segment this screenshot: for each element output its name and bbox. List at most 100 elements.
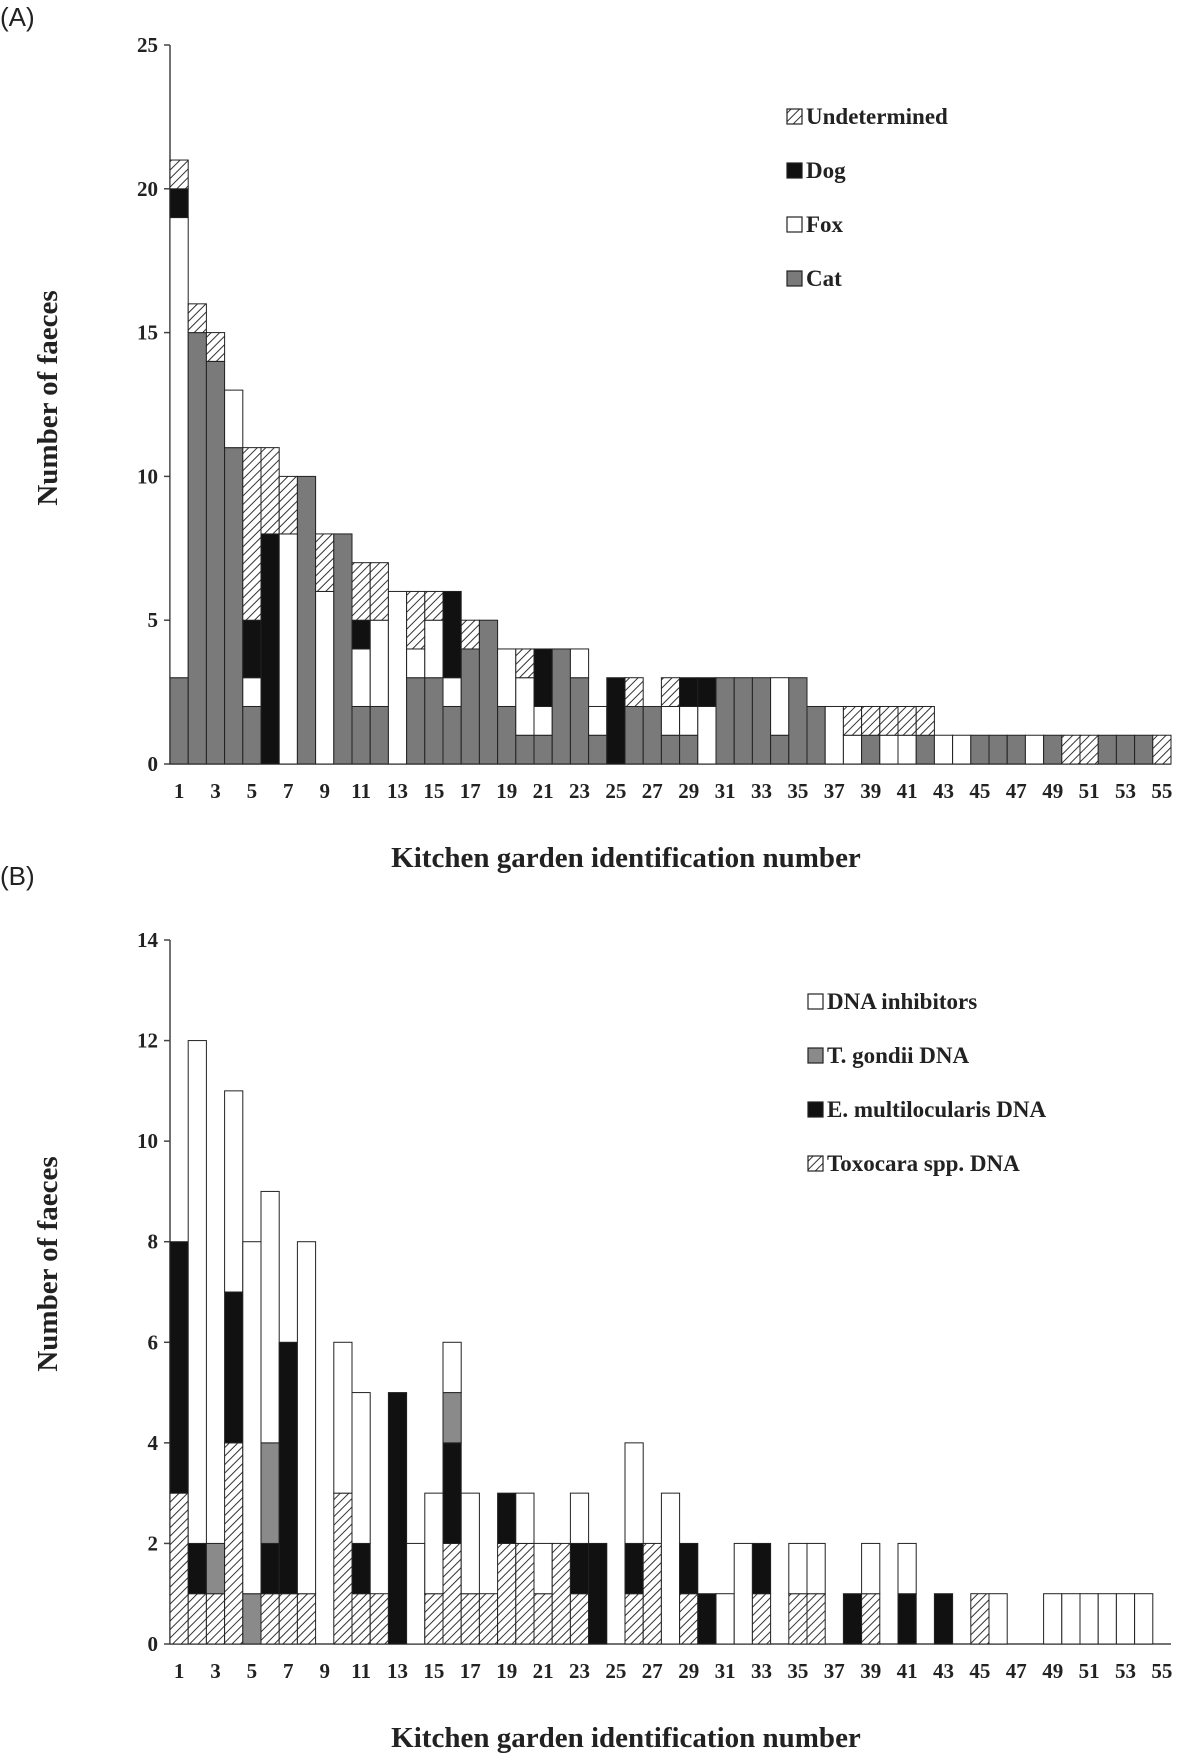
legend-label: E. multilocularis DNA xyxy=(827,1097,1047,1122)
x-tick-label: 9 xyxy=(319,779,330,803)
panel-a-xlabel: Kitchen garden identification number xyxy=(391,842,861,874)
bar-segment xyxy=(861,705,881,736)
bar-segment xyxy=(442,590,462,679)
bar-segment xyxy=(624,677,644,707)
bar-segment xyxy=(260,1593,280,1645)
bar-segment xyxy=(806,705,826,765)
bar-segment xyxy=(169,677,189,765)
legend-label: Fox xyxy=(806,212,844,237)
bar-segment xyxy=(242,677,262,707)
bar-segment xyxy=(242,1241,262,1595)
bar-segment xyxy=(169,159,189,190)
bar-segment xyxy=(842,734,863,765)
x-tick-label: 41 xyxy=(897,1659,918,1683)
bar-segment xyxy=(970,1593,990,1645)
legend-swatch xyxy=(807,1101,824,1118)
bar-segment xyxy=(260,1442,280,1544)
x-tick-label: 55 xyxy=(1151,1659,1172,1683)
bar-segment xyxy=(970,734,990,765)
bar-segment xyxy=(442,1442,462,1544)
bar-segment xyxy=(533,1542,553,1595)
x-tick-label: 27 xyxy=(642,1659,663,1683)
legend-swatch xyxy=(807,1047,824,1064)
bar-segment xyxy=(569,1542,590,1595)
bar-segment xyxy=(770,677,790,736)
bar-segment xyxy=(715,677,735,765)
bar-segment xyxy=(242,705,262,765)
x-tick-label: 11 xyxy=(351,1659,371,1683)
bar-segment xyxy=(751,1542,772,1595)
bar-segment xyxy=(861,1542,881,1595)
bar-segment xyxy=(497,705,517,765)
x-tick-label: 3 xyxy=(210,779,221,803)
bar-segment xyxy=(351,619,371,650)
bar-segment xyxy=(187,1040,207,1544)
legend-swatch xyxy=(786,216,803,233)
bar-segment xyxy=(169,1241,189,1494)
x-tick-label: 49 xyxy=(1042,779,1063,803)
x-tick-label: 25 xyxy=(605,779,626,803)
bar-segment xyxy=(351,1593,371,1645)
bar-segment xyxy=(515,677,535,736)
x-tick-label: 37 xyxy=(824,1659,845,1683)
x-tick-label: 41 xyxy=(897,779,918,803)
legend-label: T. gondii DNA xyxy=(827,1043,969,1068)
bar-segment xyxy=(169,217,189,679)
bar-segment xyxy=(187,303,207,334)
y-tick-label: 20 xyxy=(137,177,158,201)
bar-segment xyxy=(861,734,881,765)
bar-segment xyxy=(296,1593,317,1645)
x-tick-label: 3 xyxy=(210,1659,221,1683)
bar-segment xyxy=(351,1542,371,1595)
bar-segment xyxy=(442,705,462,765)
bar-segment xyxy=(478,619,499,765)
bar-segment xyxy=(497,1492,517,1544)
bar-segment xyxy=(1152,734,1172,765)
bar-segment xyxy=(315,590,335,765)
bar-segment xyxy=(679,705,699,736)
bar-segment xyxy=(697,705,717,765)
legend-label: Toxocara spp. DNA xyxy=(827,1151,1020,1176)
bar-segment xyxy=(224,447,244,765)
bar-segment xyxy=(660,705,681,736)
x-tick-label: 7 xyxy=(283,779,294,803)
bar-segment xyxy=(842,1593,863,1645)
bar-segment xyxy=(1061,734,1081,765)
bar-segment xyxy=(260,1190,280,1444)
x-tick-label: 53 xyxy=(1115,779,1136,803)
bar-segment xyxy=(788,1593,808,1645)
bar-segment xyxy=(187,332,207,765)
bar-segment xyxy=(460,648,480,765)
bar-segment xyxy=(1079,1593,1099,1645)
bar-segment xyxy=(1043,734,1063,765)
x-tick-label: 15 xyxy=(423,1659,444,1683)
bar-segment xyxy=(824,705,844,765)
bar-segment xyxy=(1079,734,1099,765)
x-tick-label: 33 xyxy=(751,779,772,803)
bar-segment xyxy=(660,734,681,765)
bar-segment xyxy=(242,619,262,679)
bar-segment xyxy=(988,1593,1008,1645)
bar-segment xyxy=(1006,734,1026,765)
x-tick-label: 55 xyxy=(1151,779,1172,803)
x-tick-label: 39 xyxy=(860,779,881,803)
bar-segment xyxy=(224,1442,244,1645)
x-tick-label: 53 xyxy=(1115,1659,1136,1683)
legend-label: Dog xyxy=(806,158,846,183)
bar-segment xyxy=(788,677,808,765)
x-tick-label: 49 xyxy=(1042,1659,1063,1683)
bar-segment xyxy=(278,475,298,535)
bar-segment xyxy=(406,677,426,765)
bar-segment xyxy=(1097,1593,1117,1645)
bar-segment xyxy=(242,447,262,621)
x-tick-label: 15 xyxy=(423,779,444,803)
bar-segment xyxy=(460,1492,480,1595)
bar-segment xyxy=(733,677,753,765)
bar-segment xyxy=(424,677,444,765)
bar-segment xyxy=(515,1542,535,1645)
legend-label: Undetermined xyxy=(806,104,948,129)
y-tick-label: 0 xyxy=(148,752,159,776)
